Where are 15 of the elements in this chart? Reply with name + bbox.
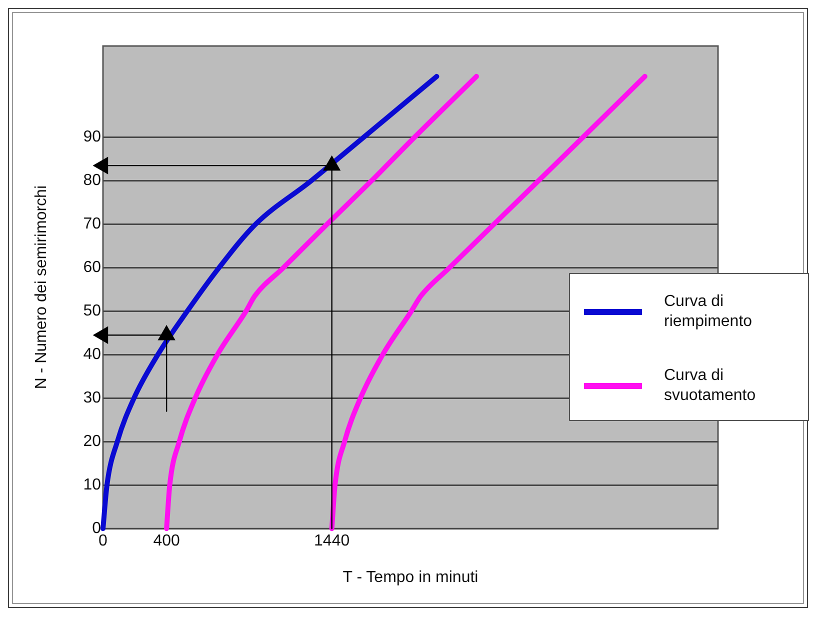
legend-label: Curva di svuotamento: [664, 366, 757, 406]
x-tick-label: 1440: [314, 532, 350, 550]
y-tick-label: 60: [83, 259, 102, 276]
x-tick-label: 400: [153, 532, 180, 550]
y-axis-title: N - Numero dei semirimorchi: [33, 186, 50, 390]
x-axis-title: T - Tempo in minuti: [342, 568, 478, 586]
y-tick-label: 80: [83, 172, 102, 190]
y-tick-label: 10: [83, 476, 102, 494]
legend-label: Curva di riempimento: [664, 292, 754, 332]
y-tick-label: 40: [83, 346, 102, 364]
y-tick-label: 20: [83, 433, 102, 450]
y-tick-label: 50: [83, 302, 102, 320]
y-tick-label: 70: [83, 216, 102, 233]
y-tick-label: 30: [83, 390, 102, 407]
y-tick-label: 90: [83, 128, 102, 146]
